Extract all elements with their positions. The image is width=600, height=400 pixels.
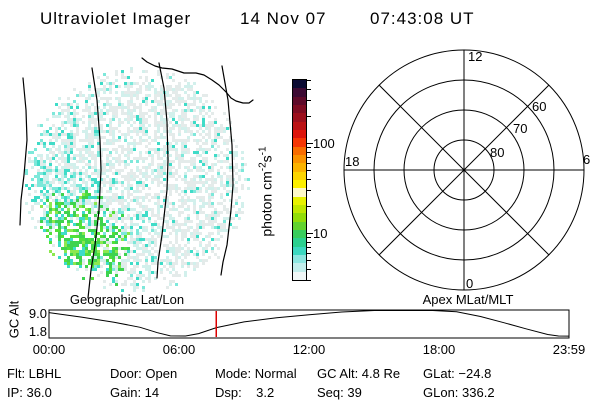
gc-alt-curve (48, 310, 569, 337)
colorbar-minor-tick (307, 280, 311, 281)
app-title: Ultraviolet Imager (40, 9, 192, 28)
colorbar-segment (293, 188, 306, 197)
status-gain: Gain: 14 (110, 385, 160, 400)
uv-earth-disk-image (19, 57, 254, 299)
colorbar-segment (293, 254, 306, 264)
status-gcalt: GC Alt: 4.8 Re (317, 366, 401, 381)
status-flt: Flt: LBHL (7, 366, 62, 381)
colorbar-segment (293, 138, 306, 147)
colorbar-segment (293, 154, 306, 164)
unit-base: photon cm (258, 171, 275, 237)
mlt-label-6: 6 (583, 152, 590, 167)
orbit-altitude-chart: 9.0 1.8 00:00 06:00 12:00 18:00 23:59 (29, 306, 586, 357)
status-dsp: Dsp: 3.2 (215, 385, 275, 400)
colorbar-minor-tick (307, 253, 311, 254)
colorbar-major-tick (307, 233, 313, 234)
colorbar-minor-tick (307, 242, 311, 243)
unit-mid: s (258, 155, 275, 163)
colorbar-segment (293, 196, 306, 205)
contour-line-2 (156, 62, 169, 279)
xtick-0600: 06:00 (163, 342, 196, 357)
colorbar-tick-label-100: 100 (313, 136, 335, 151)
ytick-9: 9.0 (29, 306, 47, 321)
image-date: 14 Nov 07 (240, 9, 327, 28)
colorbar (292, 79, 307, 281)
status-mode: Mode: Normal (215, 366, 297, 381)
colorbar-segment (293, 104, 306, 114)
colorbar-segment (293, 213, 306, 222)
contour-line-4 (141, 57, 254, 104)
xtick-2359: 23:59 (553, 342, 586, 357)
image-time-ut: 07:43:08 UT (370, 9, 475, 28)
mlt-label-12: 12 (468, 49, 482, 64)
mlt-spoke-3 (378, 84, 550, 256)
apex-mlat-mlt-polar-grid: 12 18 6 0 80 70 60 (343, 49, 590, 291)
colorbar-segment (293, 204, 306, 214)
colorbar-segment (293, 146, 306, 155)
colorbar-minor-tick (307, 247, 311, 248)
colorbar-segment (293, 121, 306, 130)
colorbar-tick-label-10: 10 (313, 226, 328, 241)
colorbar-minor-tick (307, 147, 311, 148)
colorbar-major-tick (307, 143, 313, 144)
colorbar-segment (293, 163, 306, 172)
colorbar-segment (293, 263, 306, 272)
colorbar-minor-tick (307, 157, 311, 158)
contour-line-0 (19, 77, 28, 226)
status-glat: GLat: −24.8 (423, 366, 492, 381)
colorbar-unit-label: photon cm-2s-1 (242, 114, 291, 284)
colorbar-segment (293, 238, 306, 247)
colorbar-segment (293, 179, 306, 189)
colorbar-minor-tick (307, 269, 311, 270)
xtick-0000: 00:00 (33, 342, 66, 357)
colorbar-minor-tick (307, 152, 311, 153)
status-seq: Seq: 39 (317, 385, 362, 400)
colorbar-segment (293, 271, 306, 280)
xtick-1800: 18:00 (423, 342, 456, 357)
colorbar-segment (293, 171, 306, 180)
left-panel-caption: Geographic Lat/Lon (69, 292, 185, 307)
unit-exp1: -2 (257, 162, 269, 172)
colorbar-segment (293, 80, 306, 89)
status-door: Door: Open (110, 366, 178, 381)
xtick-1200: 12:00 (293, 342, 326, 357)
chart-frame (48, 309, 570, 339)
colorbar-segment (293, 129, 306, 139)
status-glon: GLon: 336.2 (423, 385, 495, 400)
colorbar-minor-tick (307, 179, 311, 180)
colorbar-minor-tick (307, 89, 311, 90)
colorbar-segment (293, 221, 306, 230)
colorbar-minor-tick (307, 237, 311, 238)
colorbar-segment (293, 246, 306, 255)
polar-grid-lines (343, 49, 585, 291)
lat-label-60: 60 (532, 99, 546, 114)
geographic-contour-lines (19, 57, 254, 299)
colorbar-minor-tick (307, 170, 311, 171)
uv-disk-speckle (25, 67, 250, 292)
colorbar-minor-tick (307, 100, 311, 101)
mlt-label-18: 18 (345, 154, 359, 169)
colorbar-minor-tick (307, 163, 311, 164)
colorbar-minor-tick (307, 260, 311, 261)
lat-label-70: 70 (513, 121, 527, 136)
right-panel-caption: Apex MLat/MLT (422, 292, 514, 307)
colorbar-segment (293, 113, 306, 122)
colorbar-minor-tick (307, 190, 311, 191)
contour-line-1 (87, 67, 102, 299)
colorbar-segment (293, 229, 306, 239)
ytick-1p8: 1.8 (29, 324, 47, 339)
status-ip: IP: 36.0 (7, 385, 52, 400)
unit-exp2: -1 (257, 146, 269, 156)
lat-label-80: 80 (490, 145, 504, 160)
mlt-label-0: 0 (466, 276, 473, 291)
colorbar-minor-tick (307, 116, 311, 117)
colorbar-minor-tick (307, 206, 311, 207)
colorbar-segment (293, 96, 306, 105)
colorbar-segment (293, 88, 306, 97)
contour-line-3 (220, 65, 234, 276)
colorbar-minor-tick (307, 80, 311, 81)
